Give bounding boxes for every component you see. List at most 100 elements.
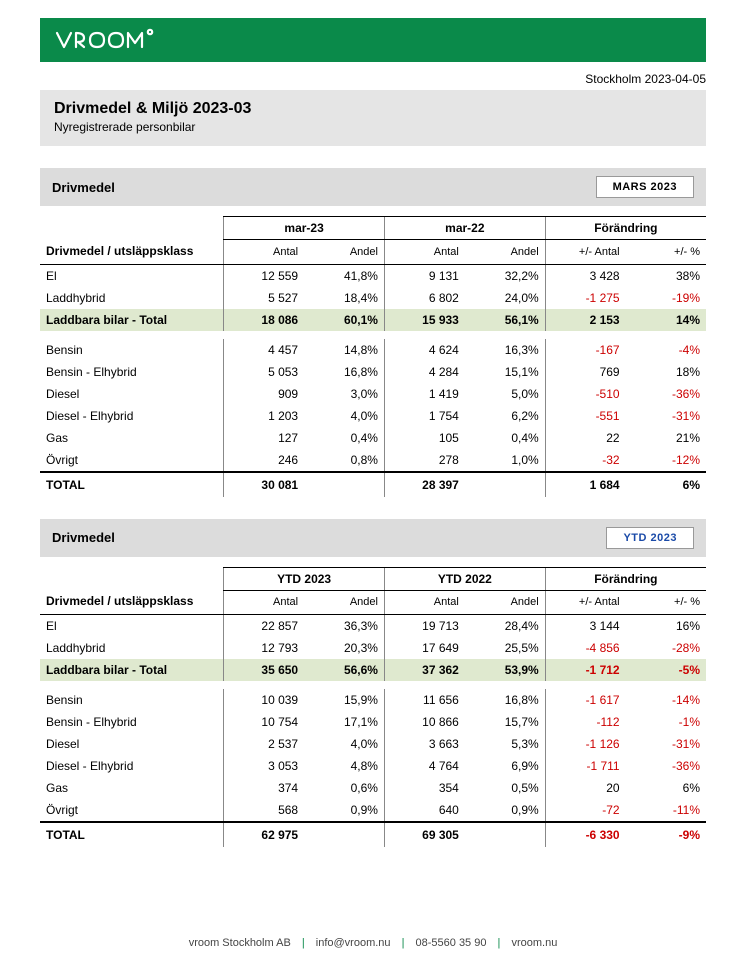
section-header-month: Drivmedel MARS 2023 bbox=[40, 168, 706, 206]
col-group: Förändring bbox=[545, 567, 706, 590]
table-row: Gas 374 0,6% 354 0,5% 20 6% bbox=[40, 777, 706, 799]
table-row: Laddhybrid 5 527 18,4% 6 802 24,0% -1 27… bbox=[40, 287, 706, 309]
cell-antal-1: 2 537 bbox=[224, 733, 304, 755]
table-row: Laddbara bilar - Total 18 086 60,1% 15 9… bbox=[40, 309, 706, 331]
document-date: Stockholm 2023-04-05 bbox=[40, 72, 706, 86]
cell-andel-2: 25,5% bbox=[465, 637, 545, 659]
cell-andel-1: 4,0% bbox=[304, 733, 384, 755]
cell-antal-1: 12 793 bbox=[224, 637, 304, 659]
cell-andel-1: 20,3% bbox=[304, 637, 384, 659]
table-row: Bensin - Elhybrid 10 754 17,1% 10 866 15… bbox=[40, 711, 706, 733]
table-row: Laddhybrid 12 793 20,3% 17 649 25,5% -4 … bbox=[40, 637, 706, 659]
footer-phone: 08-5560 35 90 bbox=[416, 937, 487, 949]
row-label: Laddhybrid bbox=[40, 637, 224, 659]
row-label: Diesel bbox=[40, 733, 224, 755]
cell-antal-2: 354 bbox=[384, 777, 464, 799]
cell-antal-2: 640 bbox=[384, 799, 464, 822]
cell-andel-2: 16,3% bbox=[465, 339, 545, 361]
col-sub: Andel bbox=[304, 590, 384, 615]
cell-antal-2: 17 649 bbox=[384, 637, 464, 659]
footer-email: info@vroom.nu bbox=[316, 937, 391, 949]
cell-andel-1: 16,8% bbox=[304, 361, 384, 383]
row-label: Diesel - Elhybrid bbox=[40, 405, 224, 427]
cell-pct: -19% bbox=[626, 287, 706, 309]
row-label: TOTAL bbox=[40, 472, 224, 497]
cell-antal-2: 4 284 bbox=[384, 361, 464, 383]
cell-pct: 21% bbox=[626, 427, 706, 449]
section-heading: Drivmedel bbox=[52, 180, 115, 195]
cell-antal-2: 11 656 bbox=[384, 689, 464, 711]
cell-pct: -31% bbox=[626, 733, 706, 755]
vroom-logo-icon bbox=[54, 25, 184, 55]
row-label: Gas bbox=[40, 427, 224, 449]
cell-pct: 6% bbox=[626, 777, 706, 799]
col-sub: +/- % bbox=[626, 240, 706, 265]
row-label: Laddbara bilar - Total bbox=[40, 309, 224, 331]
cell-diff: -1 712 bbox=[545, 659, 625, 681]
cell-pct: -12% bbox=[626, 449, 706, 472]
cell-antal-2: 1 754 bbox=[384, 405, 464, 427]
table-row: Bensin 4 457 14,8% 4 624 16,3% -167 -4% bbox=[40, 339, 706, 361]
cell-antal-1: 4 457 bbox=[224, 339, 304, 361]
cell-pct: -31% bbox=[626, 405, 706, 427]
row-label: El bbox=[40, 264, 224, 287]
cell-pct: -11% bbox=[626, 799, 706, 822]
table-body-month: El 12 559 41,8% 9 131 32,2% 3 428 38% La… bbox=[40, 264, 706, 497]
cell-antal-2: 28 397 bbox=[384, 472, 464, 497]
cell-andel-1: 41,8% bbox=[304, 264, 384, 287]
table-month: mar-23 mar-22 Förändring Drivmedel / uts… bbox=[40, 216, 706, 497]
cell-antal-1: 12 559 bbox=[224, 264, 304, 287]
cell-andel-2: 6,2% bbox=[465, 405, 545, 427]
cell-antal-2: 1 419 bbox=[384, 383, 464, 405]
table-row: Bensin 10 039 15,9% 11 656 16,8% -1 617 … bbox=[40, 689, 706, 711]
cell-diff: -72 bbox=[545, 799, 625, 822]
row-label: TOTAL bbox=[40, 822, 224, 847]
row-label: Övrigt bbox=[40, 449, 224, 472]
cell-antal-2: 6 802 bbox=[384, 287, 464, 309]
row-label: Bensin - Elhybrid bbox=[40, 361, 224, 383]
col-sub: Antal bbox=[384, 590, 464, 615]
table-row: Gas 127 0,4% 105 0,4% 22 21% bbox=[40, 427, 706, 449]
cell-antal-1: 10 039 bbox=[224, 689, 304, 711]
cell-andel-2: 16,8% bbox=[465, 689, 545, 711]
cell-antal-2: 15 933 bbox=[384, 309, 464, 331]
cell-antal-2: 4 764 bbox=[384, 755, 464, 777]
cell-andel-2: 0,5% bbox=[465, 777, 545, 799]
cell-pct: 6% bbox=[626, 472, 706, 497]
cell-antal-1: 5 053 bbox=[224, 361, 304, 383]
cell-andel-2 bbox=[465, 822, 545, 847]
cell-andel-1: 4,8% bbox=[304, 755, 384, 777]
row-label: Gas bbox=[40, 777, 224, 799]
cell-andel-1: 60,1% bbox=[304, 309, 384, 331]
col-sub: +/- Antal bbox=[545, 590, 625, 615]
cell-diff: -112 bbox=[545, 711, 625, 733]
cell-diff: -6 330 bbox=[545, 822, 625, 847]
row-label: Bensin bbox=[40, 689, 224, 711]
period-badge-ytd: YTD 2023 bbox=[606, 527, 694, 549]
col-sub: +/- Antal bbox=[545, 240, 625, 265]
cell-pct: -1% bbox=[626, 711, 706, 733]
cell-antal-1: 3 053 bbox=[224, 755, 304, 777]
cell-andel-2: 24,0% bbox=[465, 287, 545, 309]
report-page: Stockholm 2023-04-05 Drivmedel & Miljö 2… bbox=[0, 0, 746, 965]
col-sub: Andel bbox=[465, 590, 545, 615]
table-row: El 22 857 36,3% 19 713 28,4% 3 144 16% bbox=[40, 615, 706, 638]
cell-andel-1: 56,6% bbox=[304, 659, 384, 681]
cell-andel-2: 0,9% bbox=[465, 799, 545, 822]
cell-diff: 3 428 bbox=[545, 264, 625, 287]
cell-antal-2: 278 bbox=[384, 449, 464, 472]
col-sub: +/- % bbox=[626, 590, 706, 615]
cell-diff: 3 144 bbox=[545, 615, 625, 638]
cell-antal-2: 3 663 bbox=[384, 733, 464, 755]
table-row: El 12 559 41,8% 9 131 32,2% 3 428 38% bbox=[40, 264, 706, 287]
cell-andel-1: 0,9% bbox=[304, 799, 384, 822]
table-row: Diesel 2 537 4,0% 3 663 5,3% -1 126 -31% bbox=[40, 733, 706, 755]
cell-diff: -32 bbox=[545, 449, 625, 472]
table-row: Diesel 909 3,0% 1 419 5,0% -510 -36% bbox=[40, 383, 706, 405]
cell-andel-1: 4,0% bbox=[304, 405, 384, 427]
col-group: mar-23 bbox=[224, 217, 385, 240]
table-row: Övrigt 246 0,8% 278 1,0% -32 -12% bbox=[40, 449, 706, 472]
cell-pct: -36% bbox=[626, 755, 706, 777]
cell-antal-1: 18 086 bbox=[224, 309, 304, 331]
cell-antal-1: 909 bbox=[224, 383, 304, 405]
